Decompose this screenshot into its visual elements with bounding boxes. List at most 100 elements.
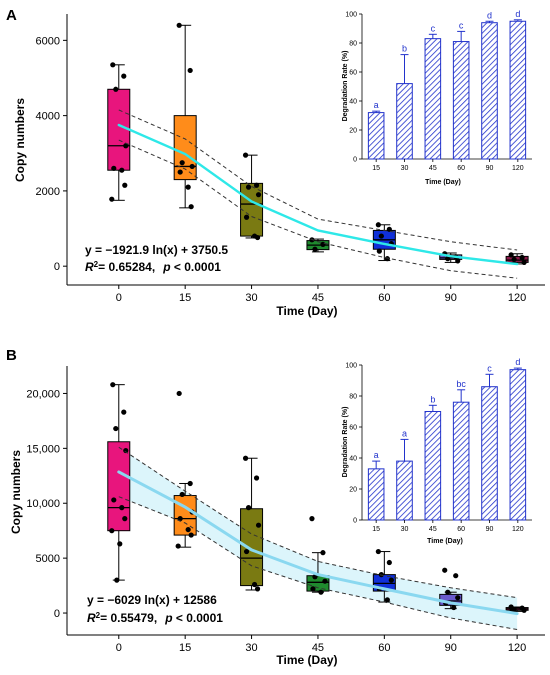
panel-a-ci-upper-line xyxy=(118,109,518,251)
panel-a-box-15 xyxy=(173,115,197,181)
panel-a-fit-curve xyxy=(117,123,519,266)
panel-b-xtick-label: 120 xyxy=(508,642,526,654)
panel-a-r2-sup: 2 xyxy=(94,260,99,269)
panel-b-plot: 0 5000 10,000 15,000 20,000 0 15 30 45 60 90 120 0 20… xyxy=(26,357,545,654)
panel-a-box-120 xyxy=(505,255,529,263)
panel-b-ci-lower-line xyxy=(118,496,518,631)
panel-b-inset-bar-90 xyxy=(481,386,498,521)
panel-b-inset-ytick-label: 40 xyxy=(349,456,357,463)
panel-a-ytick-label: 4000 xyxy=(36,111,60,123)
panel-b-data-point xyxy=(375,548,381,555)
panel-b-ytick-label: 15,000 xyxy=(26,443,60,455)
panel-a-ytick-label: 0 xyxy=(54,261,60,273)
panel-b-data-point xyxy=(110,382,116,388)
panel-b-data-point xyxy=(114,577,120,583)
panel-b-data-point xyxy=(310,586,316,592)
panel-b-data-point xyxy=(318,589,324,595)
panel-a-inset-ytick-label: 40 xyxy=(349,99,357,106)
panel-a-inset-sig-letter: a xyxy=(374,100,379,110)
panel-b-data-point xyxy=(109,528,115,534)
panel-a-data-point xyxy=(121,73,127,79)
panel-a-data-point xyxy=(521,259,527,266)
panel-a-data-point xyxy=(177,169,183,175)
panel-a-xtick-label: 90 xyxy=(445,292,457,304)
panel-a-p-label: p xyxy=(162,260,170,274)
panel-a-xtick-label: 120 xyxy=(508,292,526,304)
panel-a-data-point xyxy=(378,233,384,239)
panel-b-data-point xyxy=(177,516,183,522)
panel-a-data-point xyxy=(375,222,381,228)
panel-b-data-point xyxy=(309,516,315,522)
panel-a-inset-xtick-label: 30 xyxy=(401,165,409,172)
panel-b-inset-bar-45 xyxy=(424,411,442,521)
panel-a-data-point xyxy=(188,204,194,210)
panel-a-inset-xtick-label: 90 xyxy=(486,165,494,172)
panel-b-data-point xyxy=(111,497,117,503)
panel-a-data-point xyxy=(119,167,125,173)
panel-b-inset-sig-letter: c xyxy=(487,363,492,373)
panel-b-data-point xyxy=(113,425,119,432)
panel-b-data-point xyxy=(388,577,394,583)
panel-a-inset-sig-letter: d xyxy=(515,9,520,19)
panel-a-data-point xyxy=(384,256,390,262)
panel-a-data-point xyxy=(511,256,517,263)
panel-b-inset-bar-15 xyxy=(367,468,385,521)
panel-b-inset-xtick-label: 30 xyxy=(401,526,409,533)
panel-a-inset-bg xyxy=(362,14,532,159)
panel-b-xtick-label: 30 xyxy=(245,642,257,654)
panel-b-data-point xyxy=(320,550,326,556)
panel-b-data-point xyxy=(255,522,262,528)
panel-a-letter: A xyxy=(6,7,17,24)
panel-b-data-point xyxy=(322,578,328,584)
panel-b-inset-xtick-label: 120 xyxy=(512,526,524,533)
panel-b-inset-xtick-label: 60 xyxy=(457,526,465,533)
panel-b-inset-ytick-label: 60 xyxy=(349,425,357,432)
panel-a-data-point xyxy=(519,254,525,261)
panel-a-inset-xlabel: Time (Day) xyxy=(425,179,461,186)
panel-b-ylabel: Copy numbers xyxy=(9,450,23,534)
panel-a-data-point xyxy=(254,234,261,241)
panel-a-data-point xyxy=(386,226,392,232)
panel-b-inset-ytick-label: 80 xyxy=(349,394,357,401)
panel-a-plot: 0 2000 4000 6000 0 15 30 45 60 90 120 0 20 40 60 80 100 a… xyxy=(36,9,545,304)
panel-a-data-point xyxy=(179,160,185,166)
panel-a-inset-xtick-label: 60 xyxy=(457,165,465,172)
panel-b-r2-r: R xyxy=(87,611,96,625)
panel-a-xtick-label: 0 xyxy=(116,292,122,304)
panel-a-inset-ytick-label: 60 xyxy=(349,70,357,77)
panel-a-equation: y = −1921.9 ln(x) + 3750.5 xyxy=(85,243,228,257)
panel-a-data-point xyxy=(122,182,128,188)
panel-a-inset-sig-letter: c xyxy=(459,20,464,30)
panel-b-inset-xtick-label: 15 xyxy=(372,526,380,533)
panel-b-data-point xyxy=(453,573,459,579)
panel-b-fit-curve xyxy=(117,470,519,616)
panel-b-p-value: < 0.0001 xyxy=(173,611,224,625)
panel-a-inset-bar-15 xyxy=(367,112,385,160)
panel-b-letter: B xyxy=(6,347,17,364)
panel-a-data-point xyxy=(320,241,326,247)
panel-b-data-point xyxy=(122,516,128,522)
panel-b-r2: R2= 0.55479, p < 0.0001 xyxy=(87,611,223,626)
panel-a-p-value: < 0.0001 xyxy=(171,260,222,274)
panel-a-data-point xyxy=(255,192,262,198)
panel-b-inset-sig-letter: bc xyxy=(456,379,466,389)
panel-a-inset-bar-90 xyxy=(481,22,498,160)
panel-a-inset-bar-30 xyxy=(396,83,413,160)
panel-a-data-point xyxy=(245,184,252,190)
panel-a-box-0 xyxy=(107,88,131,171)
panel-a-data-point xyxy=(109,196,115,202)
panel-a-data-point xyxy=(376,248,382,254)
panel-b-data-point xyxy=(442,567,448,573)
panel-b-inset-sig-letter: d xyxy=(515,357,520,367)
panel-a-ytick-label: 6000 xyxy=(36,35,60,47)
panel-a-inset-xtick-label: 45 xyxy=(429,165,437,172)
panel-b-data-point xyxy=(445,589,451,595)
panel-b-inset-xtick-label: 45 xyxy=(429,526,437,533)
panel-b-inset-ytick-label: 20 xyxy=(349,487,357,494)
panel-b-data-point xyxy=(254,586,261,592)
panel-a-xtick-label: 30 xyxy=(245,292,257,304)
panel-a-data-point xyxy=(243,214,250,220)
panel-b-inset-sig-letter: a xyxy=(374,450,379,460)
panel-b-p-label: p xyxy=(164,611,172,625)
